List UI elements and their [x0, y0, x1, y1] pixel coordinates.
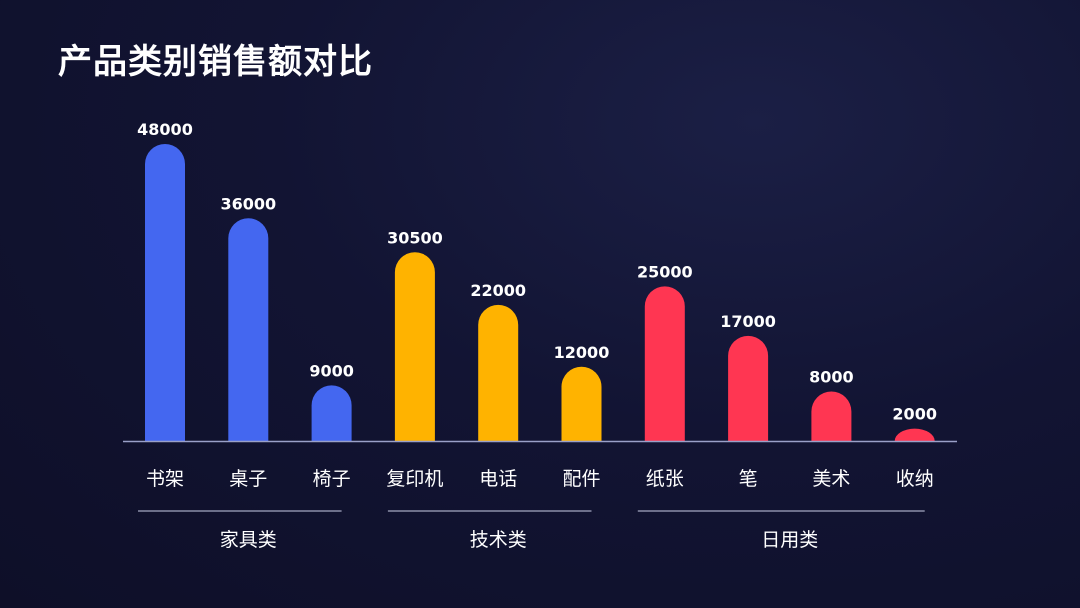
category-labels-layer: 书架 桌子 椅子 复印机 电话 配件 纸张 笔 美术 收纳	[146, 468, 934, 490]
category-label-配件: 配件	[562, 468, 600, 490]
value-label-美术: 8000	[809, 368, 854, 387]
value-label-椅子: 9000	[309, 361, 354, 380]
group-label-家具类: 家具类	[220, 529, 277, 551]
group-labels-layer: 家具类 技术类 日用类	[138, 510, 925, 551]
group-label-日用类: 日用类	[761, 529, 818, 551]
value-label-桌子: 36000	[220, 194, 276, 213]
category-label-收纳: 收纳	[896, 468, 934, 490]
category-label-桌子: 桌子	[229, 468, 267, 490]
value-label-书架: 48000	[137, 120, 193, 139]
category-label-椅子: 椅子	[313, 468, 351, 490]
page-title: 产品类别销售额对比	[58, 42, 373, 82]
value-label-电话: 22000	[470, 281, 526, 300]
bar-笔	[728, 335, 769, 441]
value-label-复印机: 30500	[387, 228, 443, 247]
bar-收纳	[894, 428, 935, 441]
category-label-电话: 电话	[479, 468, 517, 490]
bar-书架	[145, 144, 185, 441]
value-label-纸张: 25000	[637, 262, 693, 281]
bar-美术	[811, 391, 852, 441]
bar-复印机	[394, 252, 435, 441]
bar-电话	[478, 304, 519, 441]
bar-纸张	[644, 286, 685, 441]
bar-配件	[561, 366, 602, 441]
category-label-美术: 美术	[812, 468, 850, 490]
value-labels-layer: 48000 36000 9000 30500 22000 12000 25000 17000 8…	[137, 120, 937, 424]
value-label-配件: 12000	[554, 343, 610, 362]
group-label-技术类: 技术类	[470, 529, 527, 551]
bar-椅子	[311, 385, 352, 441]
value-label-收纳: 2000	[892, 405, 937, 424]
value-label-笔: 17000	[720, 312, 776, 331]
category-label-笔: 笔	[739, 468, 758, 490]
category-label-书架: 书架	[146, 468, 184, 490]
bar-桌子	[228, 218, 269, 441]
bars-layer	[145, 144, 935, 441]
category-label-复印机: 复印机	[386, 468, 443, 490]
category-label-纸张: 纸张	[646, 468, 684, 490]
